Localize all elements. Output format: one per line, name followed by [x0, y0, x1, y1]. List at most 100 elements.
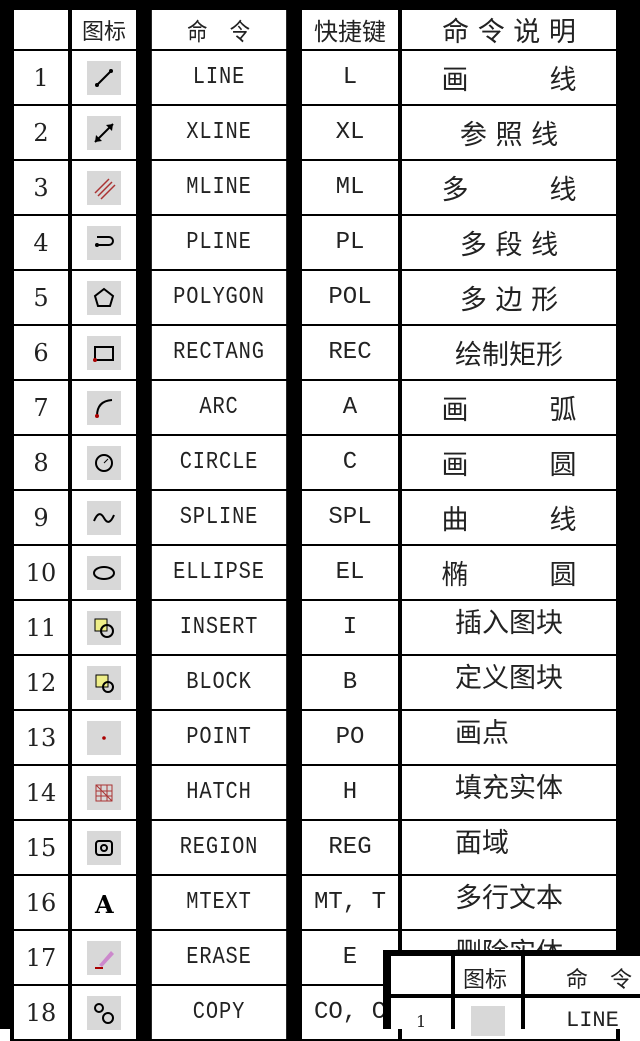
row-number: 12	[14, 656, 68, 709]
icon-cell	[72, 656, 136, 709]
region-icon	[87, 830, 121, 865]
command-name: CIRCLE	[151, 436, 287, 489]
table-row: 13 POINT PO 画点	[14, 711, 616, 764]
shortcut-key: B	[302, 656, 398, 709]
row-number: 7	[14, 381, 68, 434]
row-number: 6	[14, 326, 68, 379]
row-number: 2	[14, 106, 68, 159]
command-name: SPLINE	[151, 491, 287, 544]
icon-cell	[72, 821, 136, 874]
table-row: 10 ELLIPSE EL 椭 圆	[14, 546, 616, 599]
row-number: 10	[14, 546, 68, 599]
mline-icon	[87, 170, 121, 205]
line-icon	[471, 1006, 505, 1036]
ellipse-icon	[87, 555, 121, 590]
icon-cell	[72, 601, 136, 654]
row-number: 9	[14, 491, 68, 544]
arc-icon	[87, 390, 121, 425]
command-name: MLINE	[151, 161, 287, 214]
block-icon	[87, 665, 121, 700]
shortcut-key: POL	[302, 271, 398, 324]
header-row: 图标 命 令 快捷键 命 令 说 明	[14, 10, 616, 49]
command-description: 画 弧	[402, 381, 616, 434]
command-name: ERASE	[151, 931, 287, 984]
row-number: 1	[14, 51, 68, 104]
table-row: 1 LINE L 画 线	[14, 51, 616, 104]
command-description: 画 圆	[402, 436, 616, 489]
table-row: 15 REGION REG 面域	[14, 821, 616, 874]
command-description: 绘制矩形	[402, 326, 616, 379]
command-name: REGION	[151, 821, 287, 874]
command-description: 画 线	[402, 51, 616, 104]
table-row: 16 A MTEXT MT, T 多行文本	[14, 876, 616, 929]
icon-cell	[72, 326, 136, 379]
command-description: 多行文本	[402, 876, 616, 929]
row-number: 18	[14, 986, 68, 1039]
icon-cell	[72, 106, 136, 159]
row-number: 11	[14, 601, 68, 654]
svg-text:A: A	[94, 890, 114, 919]
header-shortcut: 快捷键	[302, 10, 398, 49]
command-name: ELLIPSE	[151, 546, 287, 599]
icon-cell	[72, 436, 136, 489]
command-name: HATCH	[151, 766, 287, 819]
icon-cell	[72, 161, 136, 214]
command-description: 参 照 线	[402, 106, 616, 159]
shortcut-key: ML	[302, 161, 398, 214]
command-description: 填充实体	[402, 766, 616, 819]
command-name: ARC	[151, 381, 287, 434]
icon-cell	[72, 216, 136, 269]
command-description: 多 线	[402, 161, 616, 214]
header-description: 命 令 说 明	[402, 10, 616, 49]
overlapping-table-fragment: 图标 命 令 1 LINE	[383, 950, 640, 1036]
shortcut-key: XL	[302, 106, 398, 159]
command-name: XLINE	[151, 106, 287, 159]
polygon-icon	[87, 280, 121, 315]
table-row: 12 BLOCK B 定义图块	[14, 656, 616, 709]
overlay-row-number: 1	[416, 1012, 427, 1031]
command-name: POINT	[151, 711, 287, 764]
rectangle-icon	[87, 335, 121, 370]
icon-cell	[72, 711, 136, 764]
table-row: 9 SPLINE SPL 曲 线	[14, 491, 616, 544]
row-number: 16	[14, 876, 68, 929]
insert-block-icon	[87, 610, 121, 645]
icon-cell	[72, 931, 136, 984]
command-description: 面域	[402, 821, 616, 874]
icon-cell	[72, 51, 136, 104]
shortcut-key: REC	[302, 326, 398, 379]
icon-cell	[72, 381, 136, 434]
table-row: 2 XLINE XL 参 照 线	[14, 106, 616, 159]
icon-cell	[72, 986, 136, 1039]
overlay-row-command: LINE	[566, 1008, 619, 1033]
command-name: POLYGON	[151, 271, 287, 324]
header-command: 命 令	[151, 10, 287, 49]
shortcut-key: I	[302, 601, 398, 654]
point-icon	[87, 720, 121, 755]
command-description: 多 段 线	[402, 216, 616, 269]
row-number: 4	[14, 216, 68, 269]
table-row: 14 HATCH H 填充实体	[14, 766, 616, 819]
erase-icon	[87, 940, 121, 975]
command-description: 画点	[402, 711, 616, 764]
table-row: 5 POLYGON POL 多 边 形	[14, 271, 616, 324]
command-description: 定义图块	[402, 656, 616, 709]
command-description: 多 边 形	[402, 271, 616, 324]
table-row: 11 INSERT I 插入图块	[14, 601, 616, 654]
shortcut-key: REG	[302, 821, 398, 874]
command-name: INSERT	[151, 601, 287, 654]
icon-cell	[72, 271, 136, 324]
shortcut-key: A	[302, 381, 398, 434]
row-number: 15	[14, 821, 68, 874]
row-number: 3	[14, 161, 68, 214]
shortcut-key: MT, T	[302, 876, 398, 929]
pline-icon	[87, 225, 121, 260]
table-row: 7 ARC A 画 弧	[14, 381, 616, 434]
icon-cell	[72, 546, 136, 599]
icon-cell	[72, 491, 136, 544]
header-number	[14, 10, 68, 49]
spline-icon	[87, 500, 121, 535]
mtext-icon: A	[87, 885, 121, 920]
command-name: LINE	[151, 51, 287, 104]
row-number: 13	[14, 711, 68, 764]
